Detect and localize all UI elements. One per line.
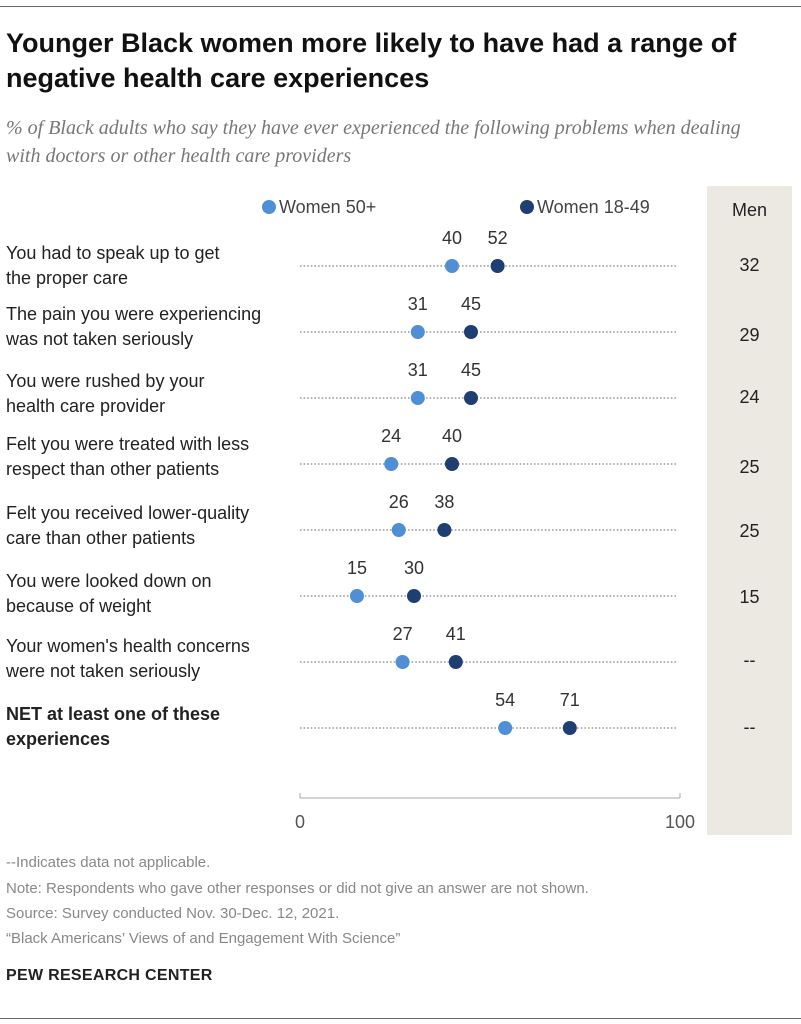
data-point: [490, 259, 505, 273]
data-label: 30: [404, 558, 424, 578]
men-value: 29: [739, 325, 760, 345]
legend-label-women-18-49: Women 18-49: [537, 197, 650, 217]
row-label: You were rushed by your health care provi…: [6, 371, 205, 416]
brand-logo-text: PEW RESEARCH CENTER: [6, 967, 213, 984]
data-point: [464, 391, 478, 405]
data-label: 45: [461, 294, 481, 314]
data-point: [445, 259, 459, 273]
men-column-header: Men: [731, 200, 767, 220]
men-value: 24: [739, 387, 760, 407]
men-value: 25: [739, 521, 760, 541]
men-value: 25: [739, 457, 760, 477]
data-point: [407, 589, 421, 603]
footer-report: “Black Americans’ Views of and Engagemen…: [6, 930, 401, 947]
data-label: 40: [442, 426, 462, 446]
data-label: 26: [389, 492, 409, 512]
row-label: Felt you received lower-quality care than…: [6, 503, 250, 548]
data-point: [410, 325, 425, 339]
x-tick-label: 0: [295, 812, 305, 832]
footer-note: Note: Respondents who gave other respons…: [6, 880, 589, 897]
x-tick-label: 100: [665, 812, 695, 832]
men-value: --: [743, 717, 756, 737]
data-label: 31: [408, 360, 428, 380]
data-point: [562, 721, 577, 735]
men-value: 32: [739, 255, 760, 275]
legend-label-women-50-plus: Women 50+: [279, 197, 377, 217]
data-point: [464, 325, 478, 339]
top-rule: [0, 6, 801, 7]
data-label: 54: [495, 690, 515, 710]
data-point: [445, 457, 459, 471]
row-label: You had to speak up to get the proper car…: [6, 243, 220, 288]
legend-women-50-plus: Women 50+: [262, 197, 376, 218]
data-label: 31: [408, 294, 428, 314]
data-label: 52: [488, 228, 508, 248]
data-label: 41: [446, 624, 466, 644]
data-label: 15: [347, 558, 367, 578]
data-label: 71: [560, 690, 580, 710]
data-label: 40: [442, 228, 462, 248]
data-point: [498, 721, 513, 735]
row-label: The pain you were experiencing was not ta…: [6, 304, 262, 349]
chart-subtitle: % of Black adults who say they have ever…: [6, 117, 741, 167]
data-label: 45: [461, 360, 481, 380]
row-label: Your women's health concerns were not tak…: [6, 636, 250, 681]
footer-na-note: --Indicates data not applicable.: [6, 854, 211, 871]
data-point: [391, 523, 406, 537]
row-label: You were looked down on because of weight: [6, 571, 212, 616]
chart-title: Younger Black women more likely to have …: [6, 28, 737, 93]
row-label: Felt you were treated with less respect t…: [6, 434, 250, 479]
legend-dot-women-50-plus: [262, 200, 276, 214]
men-column-background: [707, 186, 792, 835]
data-label: 38: [434, 492, 454, 512]
bottom-rule: [0, 1018, 801, 1019]
data-point: [448, 655, 463, 669]
data-label: 24: [381, 426, 401, 446]
data-point: [437, 523, 452, 537]
data-label: 27: [393, 624, 413, 644]
data-point: [395, 655, 410, 669]
row-label-net: NET at least one of these experiences: [6, 704, 221, 749]
men-value: --: [743, 650, 756, 670]
data-point: [410, 391, 425, 405]
legend-dot-women-18-49: [520, 200, 534, 214]
legend-women-18-49: Women 18-49: [520, 197, 650, 218]
footer-source: Source: Survey conducted Nov. 30-Dec. 12…: [6, 905, 340, 922]
data-point: [384, 457, 399, 471]
data-point: [350, 589, 364, 603]
men-value: 15: [739, 587, 760, 607]
